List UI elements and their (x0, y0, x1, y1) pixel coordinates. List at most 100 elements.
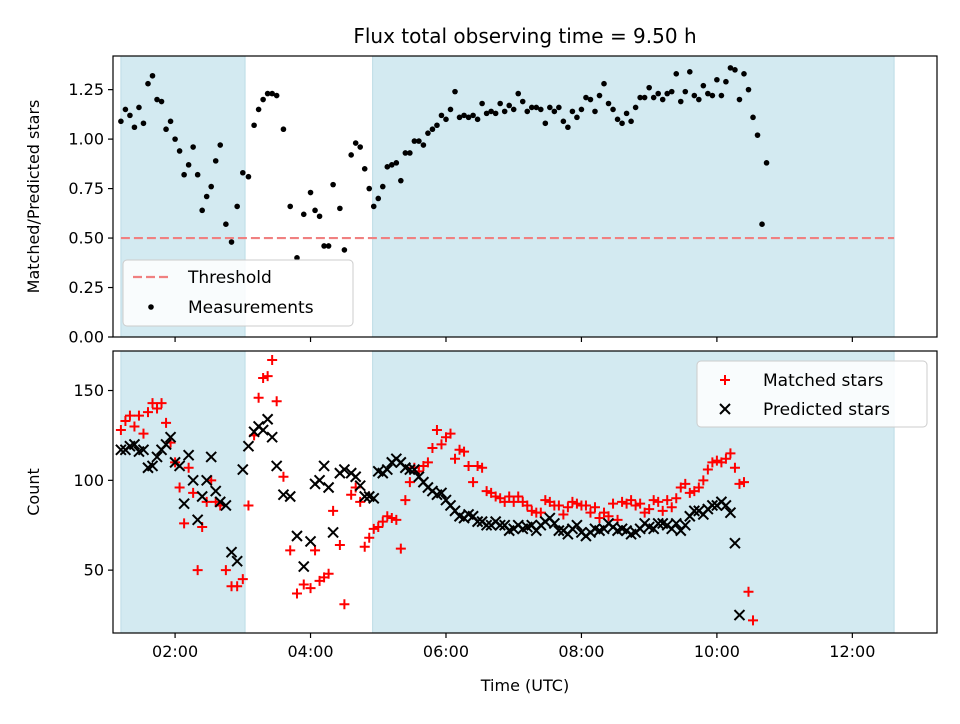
x-tick-label: 06:00 (423, 642, 469, 661)
measurement-point (330, 181, 336, 188)
predicted-stars-point (706, 499, 719, 512)
measurement-point (483, 110, 490, 117)
matched-stars-point (267, 354, 278, 365)
measurement-point (149, 72, 156, 79)
predicted-stars-point (480, 519, 493, 531)
y-tick-label: 150 (73, 381, 104, 400)
measurement-point (434, 122, 440, 129)
measurement-point (641, 94, 648, 101)
x-tick-label: 04:00 (287, 642, 333, 661)
measurement-point (208, 183, 215, 190)
measurement-point (556, 104, 562, 111)
matched-stars-point (702, 464, 713, 475)
legend-matched-swatch (720, 375, 730, 385)
measurement-point (506, 102, 512, 109)
predicted-stars-point (205, 451, 217, 463)
matched-stars-point (271, 396, 282, 407)
matched-stars-point (725, 448, 736, 459)
measurement-point (632, 104, 639, 111)
measurement-point (691, 92, 698, 99)
predicted-stars-point (679, 519, 691, 531)
measurement-point (348, 152, 354, 158)
x-tick-label: 08:00 (558, 642, 604, 661)
predicted-stars-point (284, 490, 296, 503)
predicted-stars-point (115, 444, 127, 456)
matched-stars-point (567, 496, 578, 507)
measurement-point (294, 255, 300, 261)
axes-frame (112, 350, 938, 634)
plot-area (118, 65, 895, 261)
x-tick-label: 02:00 (152, 642, 198, 661)
predicted-stars-point (261, 413, 274, 425)
predicted-stars-point (196, 490, 208, 503)
matched-stars-point (707, 457, 718, 468)
measurement-point (650, 94, 657, 101)
measurement-point (700, 82, 707, 89)
predicted-stars-point (571, 519, 583, 531)
predicted-stars-point (381, 463, 393, 476)
measurement-point (438, 112, 445, 119)
matched-stars-point (436, 439, 447, 450)
predicted-stars-point (187, 474, 199, 487)
measurement-point (240, 169, 246, 176)
predicted-stars-point (237, 463, 249, 476)
predicted-stars-point (146, 460, 159, 472)
measurement-point (316, 213, 323, 220)
measurement-point (655, 90, 661, 97)
measurement-point (709, 92, 716, 99)
measurement-point (122, 106, 129, 113)
matched-stars-point (477, 462, 488, 473)
matched-stars-point (232, 581, 243, 592)
legend-label: Measurements (188, 298, 314, 318)
measurement-point (538, 106, 544, 113)
measurement-point (587, 96, 594, 103)
predicted-stars-point (349, 471, 362, 483)
matched-stars-point (427, 442, 438, 453)
legend: Threshold Measurements (122, 259, 354, 327)
measurement-point (217, 142, 224, 148)
measurement-point (763, 160, 770, 166)
measurement-point (664, 90, 671, 97)
matched-stars-point (377, 516, 388, 527)
measurement-point (668, 88, 675, 95)
measurement-point (682, 88, 689, 95)
predicted-stars-point (220, 499, 232, 512)
matched-stars-point (729, 462, 740, 473)
measurement-point (479, 100, 485, 107)
measurement-point (393, 160, 400, 166)
x-axis-label: Time (UTC) (480, 676, 569, 695)
predicted-stars-point (688, 505, 701, 517)
measurement-point (203, 193, 210, 200)
matched-stars-point (253, 392, 264, 403)
predicted-stars-point (670, 517, 682, 530)
y-tick-label: 0.75 (68, 179, 104, 198)
matched-stars-point (594, 513, 605, 524)
measurement-point (158, 98, 165, 105)
measurement-point (429, 126, 436, 133)
matched-stars-point (147, 398, 158, 409)
measurement-point (497, 100, 503, 107)
y-tick-label: 0.00 (68, 328, 104, 347)
matched-stars-point (734, 478, 745, 489)
matched-stars-point (562, 502, 573, 513)
matched-stars-point (522, 500, 533, 511)
matched-stars-point (310, 545, 321, 556)
matched-stars-point (156, 398, 167, 409)
chart-title: Flux total observing time = 9.50 h (353, 24, 696, 48)
matched-stars-point (359, 541, 370, 552)
matched-stars-point (630, 500, 641, 511)
measurement-point (488, 108, 494, 115)
measurement-point (425, 130, 431, 136)
matched-stars-point (278, 471, 289, 482)
measurement-point (287, 203, 294, 210)
measurement-point (727, 65, 734, 71)
matched-stars-point (698, 475, 709, 486)
matched-stars-point (662, 495, 673, 506)
measurement-point (646, 84, 652, 91)
matched-stars-point (748, 615, 759, 626)
predicted-stars-point (729, 537, 741, 549)
matched-stars-point (711, 455, 722, 466)
measurement-point (673, 71, 680, 77)
predicted-stars-point (354, 480, 366, 492)
